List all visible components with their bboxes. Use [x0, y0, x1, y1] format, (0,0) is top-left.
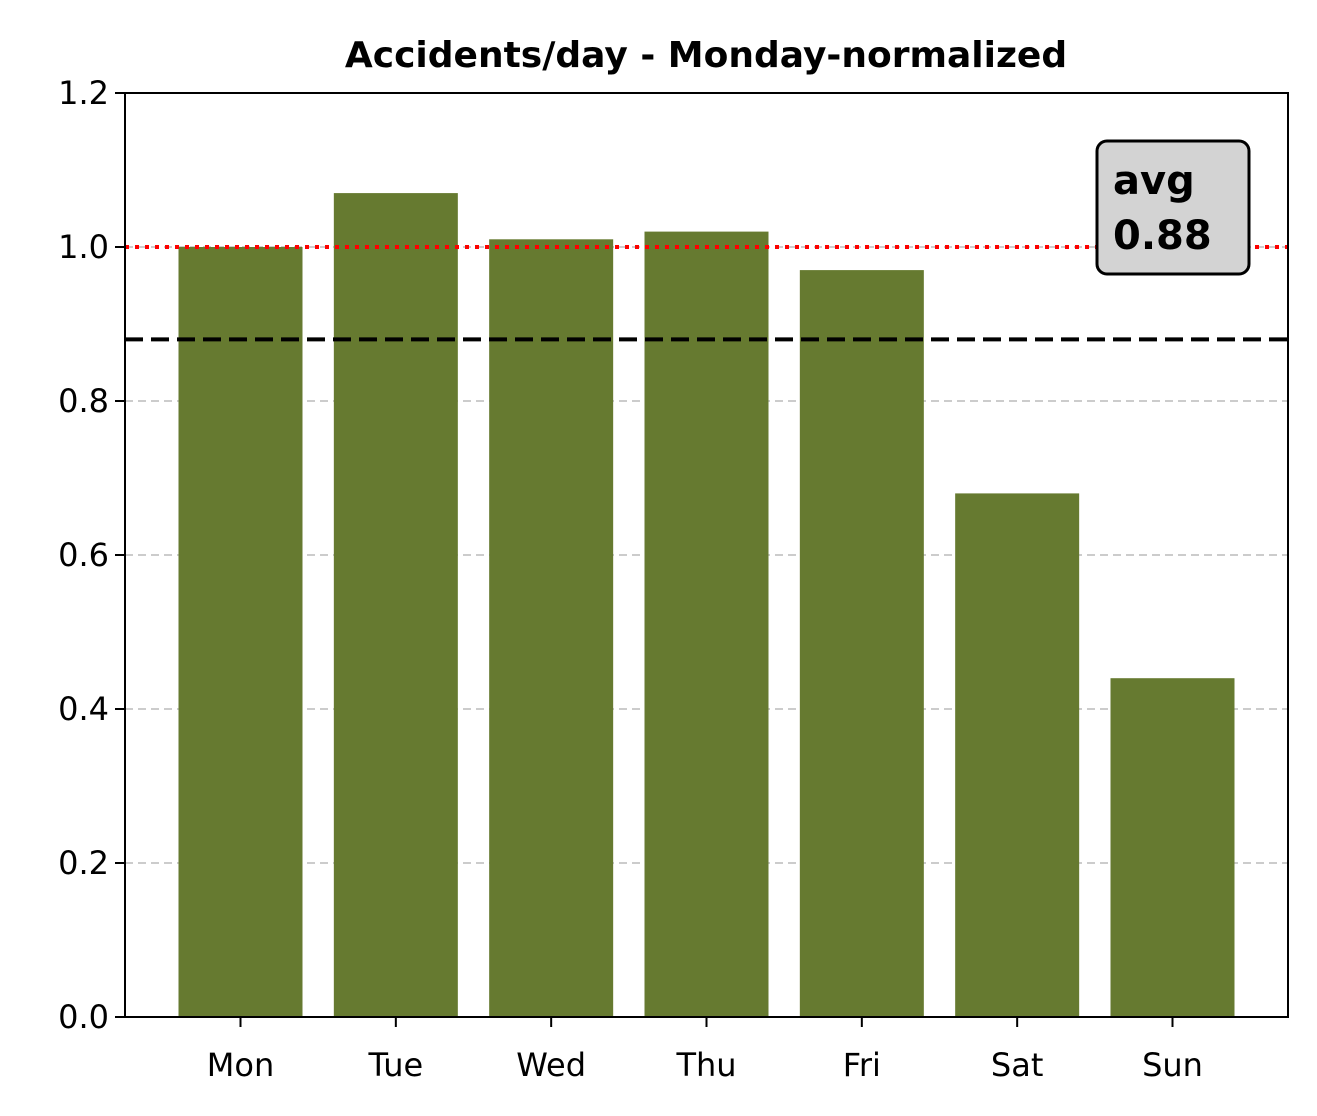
x-axis: Mon Tue Wed Thu Fri Sat Sun: [207, 1017, 1203, 1084]
grid-layer: [125, 246, 1288, 864]
y-tick-label: 0.0: [58, 998, 109, 1036]
bar-sat: [955, 493, 1080, 1017]
bar-mon: [178, 247, 303, 1017]
y-tick-label: 1.2: [58, 74, 109, 112]
y-tick-label: 0.6: [58, 536, 109, 574]
bar-wed: [489, 239, 614, 1018]
y-tick-label: 1.0: [58, 228, 109, 266]
x-tick-label-mon: Mon: [207, 1046, 274, 1084]
lines-layer: [125, 245, 1288, 342]
bar-sun: [1110, 678, 1235, 1017]
avg-annotation-box: [1095, 139, 1251, 276]
y-tick-label: 0.2: [58, 844, 109, 882]
y-tick-label: 0.4: [58, 690, 109, 728]
y-axis: 0.0 0.2 0.4 0.6 0.8 1.0 1.2: [58, 74, 125, 1036]
x-tick-label-tue: Tue: [368, 1046, 424, 1084]
y-tick-label: 0.8: [58, 382, 109, 420]
x-tick-label-sun: Sun: [1142, 1046, 1203, 1084]
avg-annotation: avg 0.88: [1095, 139, 1251, 276]
bar-tue: [333, 193, 458, 1018]
avg-annotation-value: 0.88: [1113, 213, 1212, 259]
x-tick-label-wed: Wed: [516, 1046, 586, 1084]
x-tick-label-sat: Sat: [991, 1046, 1043, 1084]
bar-fri: [799, 270, 924, 1018]
bars-layer: [178, 193, 1235, 1018]
avg-annotation-label: avg: [1113, 158, 1195, 204]
x-tick-label-thu: Thu: [675, 1046, 736, 1084]
x-tick-label-fri: Fri: [843, 1046, 881, 1084]
chart-title: Accidents/day - Monday-normalized: [345, 35, 1067, 76]
bar-thu: [644, 231, 769, 1018]
